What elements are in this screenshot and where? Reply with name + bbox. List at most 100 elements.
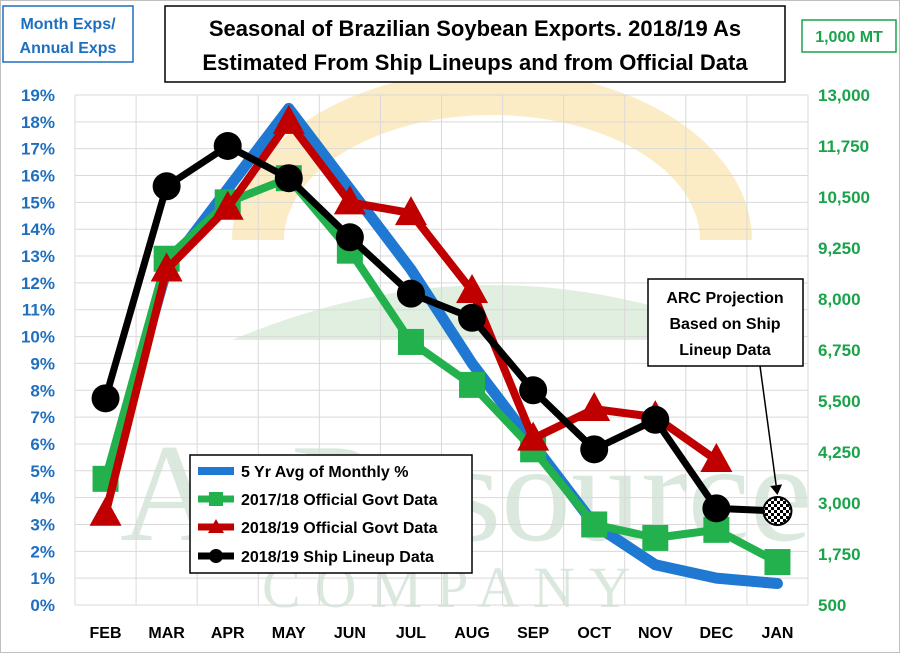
- data-point: [578, 392, 611, 422]
- right-tick-label: 13,000: [818, 86, 870, 105]
- left-unit-line-1: Month Exps/: [20, 16, 116, 33]
- left-tick-label: 12%: [21, 274, 55, 293]
- right-unit-label: 1,000 MT: [815, 29, 883, 46]
- x-tick-label: APR: [211, 625, 245, 642]
- data-point: [335, 223, 364, 252]
- annotation-arrow-head: [770, 484, 783, 496]
- left-tick-label: 5%: [30, 462, 55, 481]
- right-tick-label: 4,250: [818, 443, 861, 462]
- left-tick-label: 9%: [30, 354, 55, 373]
- x-axis-ticks: FEB MAR APR MAY JUN JUL AUG SEP OCT NOV DEC JAN: [90, 625, 794, 642]
- data-point: [764, 549, 791, 576]
- data-point: [91, 384, 120, 413]
- right-tick-label: 500: [818, 596, 846, 615]
- data-point: [642, 524, 669, 551]
- left-unit-box: [2, 5, 134, 63]
- data-point: [211, 190, 244, 220]
- left-tick-label: 1%: [30, 569, 55, 588]
- left-tick-label: 11%: [22, 301, 55, 320]
- annotation-line-1: ARC Projection: [666, 290, 783, 307]
- annotation-line-3: Lineup Data: [679, 342, 771, 359]
- series-layer: [89, 102, 793, 590]
- legend-label-2017-18: 2017/18 Official Govt Data: [241, 492, 438, 509]
- left-tick-label: 7%: [30, 408, 55, 427]
- left-axis-ticks: 0% 1% 2% 3% 4% 5% 6% 7% 8% 9% 10% 11% 12% 13% 14% 15% 16…: [21, 86, 55, 615]
- right-tick-label: 5,500: [818, 392, 861, 411]
- right-axis-ticks: 500 1,750 3,000 4,250 5,500 6,750 8,000 9,250 10…: [818, 86, 870, 615]
- left-axis-unit: Month Exps/ Annual Exps: [2, 5, 134, 63]
- data-point: [580, 435, 609, 464]
- right-tick-label: 11,750: [818, 137, 869, 156]
- data-point: [274, 164, 303, 193]
- series-2: [89, 104, 733, 526]
- title-line-1: Seasonal of Brazilian Soybean Exports. 2…: [209, 16, 741, 41]
- data-point: [394, 196, 427, 226]
- right-tick-label: 1,750: [818, 545, 861, 564]
- data-point: [641, 405, 670, 434]
- x-tick-label: NOV: [638, 625, 673, 642]
- legend-marker-2018-19-govt: [208, 519, 224, 533]
- data-point: [213, 132, 242, 160]
- annotation-line-2: Based on Ship: [669, 316, 780, 333]
- series-3: [91, 132, 793, 527]
- x-tick-label: OCT: [577, 625, 611, 642]
- left-tick-label: 2%: [30, 542, 55, 561]
- right-tick-label: 6,750: [818, 341, 861, 360]
- data-point: [150, 252, 183, 282]
- legend-item-2017-18: 2017/18 Official Govt Data: [198, 492, 438, 509]
- x-tick-label: AUG: [454, 625, 490, 642]
- x-tick-label: DEC: [699, 625, 733, 642]
- x-tick-label: FEB: [90, 625, 122, 642]
- data-point: [333, 185, 366, 215]
- legend-label-avg: 5 Yr Avg of Monthly %: [241, 464, 408, 481]
- data-point: [762, 496, 793, 527]
- data-point: [272, 104, 305, 134]
- x-tick-label: MAR: [148, 625, 185, 642]
- x-tick-label: JAN: [761, 625, 793, 642]
- data-point: [89, 496, 122, 526]
- left-tick-label: 19%: [21, 86, 55, 105]
- data-point: [459, 371, 486, 398]
- data-point: [519, 376, 548, 405]
- left-tick-label: 10%: [21, 328, 55, 347]
- right-tick-label: 8,000: [818, 290, 861, 309]
- legend-item-2018-19-govt: 2018/19 Official Govt Data: [198, 519, 438, 537]
- left-tick-label: 15%: [21, 193, 55, 212]
- title-box: [164, 5, 786, 83]
- legend: 5 Yr Avg of Monthly % 2017/18 Official G…: [189, 454, 473, 574]
- chart-title: Seasonal of Brazilian Soybean Exports. 2…: [164, 5, 786, 83]
- left-tick-label: 8%: [30, 381, 55, 400]
- x-tick-label: JUN: [334, 625, 366, 642]
- data-point: [702, 494, 731, 523]
- legend-label-ship-lineup: 2018/19 Ship Lineup Data: [241, 549, 434, 566]
- right-tick-label: 3,000: [818, 494, 861, 513]
- data-point: [517, 421, 550, 451]
- data-point: [456, 273, 489, 303]
- data-point: [396, 279, 425, 308]
- left-tick-label: 18%: [21, 113, 55, 132]
- annotation: ARC Projection Based on Ship Lineup Data: [647, 278, 804, 496]
- legend-marker-ship-lineup: [209, 549, 223, 563]
- left-tick-label: 0%: [30, 596, 55, 615]
- title-line-2: Estimated From Ship Lineups and from Off…: [202, 50, 748, 75]
- watermark-sun-arc: [232, 70, 752, 240]
- legend-label-2018-19-govt: 2018/19 Official Govt Data: [241, 520, 438, 537]
- data-point: [152, 172, 181, 201]
- data-point: [458, 303, 487, 332]
- left-unit-line-2: Annual Exps: [20, 40, 117, 57]
- left-tick-label: 16%: [21, 167, 55, 186]
- left-tick-label: 17%: [21, 140, 55, 159]
- legend-item-avg: 5 Yr Avg of Monthly %: [198, 464, 408, 481]
- right-tick-label: 10,500: [818, 188, 870, 207]
- data-point: [581, 511, 608, 538]
- x-tick-label: MAY: [272, 625, 306, 642]
- annotation-box: [647, 278, 804, 367]
- legend-item-ship-lineup: 2018/19 Ship Lineup Data: [198, 549, 434, 566]
- left-tick-label: 6%: [30, 435, 55, 454]
- x-tick-label: JUL: [396, 625, 426, 642]
- right-tick-label: 9,250: [818, 239, 861, 258]
- left-tick-label: 3%: [30, 515, 55, 534]
- legend-marker-2017-18: [209, 492, 223, 506]
